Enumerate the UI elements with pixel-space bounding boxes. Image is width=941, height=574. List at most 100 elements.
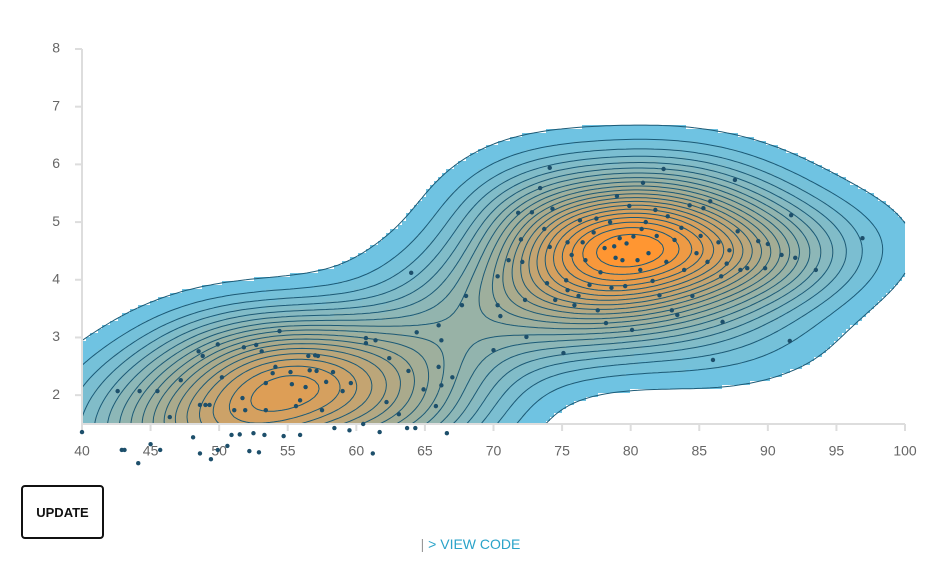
density-band <box>254 393 318 397</box>
density-band <box>190 385 202 389</box>
density-band <box>414 313 450 317</box>
density-band <box>522 249 530 253</box>
density-band <box>546 313 642 317</box>
update-button[interactable]: UPDATE <box>21 485 104 539</box>
density-band <box>442 361 462 365</box>
point <box>254 342 259 348</box>
point <box>732 177 738 183</box>
density-band <box>746 205 758 209</box>
density-band <box>398 369 414 373</box>
density-band <box>434 273 450 277</box>
density-band <box>458 373 474 377</box>
point <box>727 248 732 253</box>
density-band <box>186 361 198 365</box>
density-band <box>730 289 742 293</box>
density-band <box>586 241 602 245</box>
density-band <box>214 345 230 349</box>
density-band <box>370 377 386 381</box>
density-band <box>102 381 118 385</box>
density-band <box>394 397 410 401</box>
density-band <box>738 149 786 153</box>
density-band <box>610 201 662 205</box>
density-band <box>138 337 158 341</box>
density-band <box>586 297 630 301</box>
density-band <box>250 397 310 401</box>
density-band <box>174 393 186 397</box>
density-band <box>378 241 410 245</box>
point <box>638 267 643 273</box>
density-band <box>742 289 754 293</box>
density-band <box>574 261 586 265</box>
view-code-link[interactable]: > VIEW CODE <box>428 536 521 552</box>
density-band <box>694 337 730 341</box>
density-band <box>490 317 530 321</box>
density-band <box>474 269 486 273</box>
density-band <box>586 233 598 237</box>
density-band <box>566 265 578 269</box>
point <box>215 342 220 347</box>
density-band <box>674 217 690 221</box>
density-band <box>746 233 754 237</box>
density-band <box>558 229 570 233</box>
point <box>650 278 655 284</box>
point <box>788 212 794 218</box>
density-band <box>486 249 494 253</box>
density-band <box>730 209 742 213</box>
density-band <box>666 309 686 313</box>
density-band <box>314 417 338 421</box>
density-band <box>414 369 430 373</box>
density-band <box>598 221 618 225</box>
density-band <box>570 281 590 285</box>
density-band <box>518 353 562 357</box>
density-band <box>530 273 538 277</box>
density-band <box>822 249 834 253</box>
density-band <box>790 309 810 313</box>
contour-lines <box>81 124 906 425</box>
point <box>297 432 303 438</box>
density-band <box>514 285 526 289</box>
point <box>273 364 278 370</box>
density-band <box>766 225 774 229</box>
density-band <box>506 265 514 269</box>
density-band <box>478 169 506 173</box>
density-band <box>142 381 154 385</box>
density-band <box>474 217 486 221</box>
density-band <box>614 217 654 221</box>
density-band <box>170 309 202 313</box>
density-band <box>582 285 650 289</box>
density-band <box>474 221 482 225</box>
density-band <box>810 285 826 289</box>
density-band <box>146 409 154 413</box>
density-band <box>474 397 486 401</box>
density-band <box>514 225 522 229</box>
density-band <box>834 249 846 253</box>
density-band <box>442 381 454 385</box>
density-band <box>138 385 150 389</box>
density-band <box>218 325 242 329</box>
density-band <box>454 249 466 253</box>
density-band <box>414 421 426 424</box>
density-band <box>690 293 706 297</box>
density-band <box>834 221 850 225</box>
density-band <box>354 393 370 397</box>
density-band <box>510 221 518 225</box>
density-band <box>814 325 850 329</box>
density-band <box>726 225 738 229</box>
density-band <box>498 185 514 189</box>
density-band <box>542 277 554 281</box>
density-band <box>686 237 698 241</box>
density-band <box>658 297 678 301</box>
density-band <box>806 201 826 205</box>
density-band <box>82 349 98 353</box>
density-band <box>330 333 402 337</box>
density-band <box>714 325 738 329</box>
density-band <box>174 369 186 373</box>
density-band <box>762 337 798 341</box>
density-band <box>730 241 742 245</box>
density-band <box>386 233 418 237</box>
density-band <box>538 261 546 265</box>
density-band <box>546 245 558 249</box>
density-band <box>558 297 586 301</box>
density-band <box>386 261 410 265</box>
density-band <box>718 177 738 181</box>
